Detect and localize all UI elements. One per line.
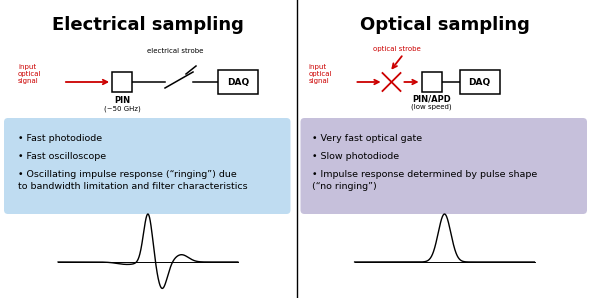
- FancyBboxPatch shape: [112, 72, 132, 92]
- Text: input
optical
signal: input optical signal: [18, 63, 42, 85]
- Text: DAQ: DAQ: [227, 77, 249, 86]
- Text: • Oscillating impulse response (“ringing”) due
to bandwidth limitation and filte: • Oscillating impulse response (“ringing…: [18, 170, 248, 191]
- Text: • Slow photodiode: • Slow photodiode: [313, 152, 400, 161]
- Text: • Fast photodiode: • Fast photodiode: [18, 134, 102, 143]
- Text: PIN: PIN: [114, 96, 130, 105]
- FancyBboxPatch shape: [460, 70, 499, 94]
- Text: (~50 GHz): (~50 GHz): [104, 105, 141, 111]
- Text: input
optical
signal: input optical signal: [308, 63, 332, 85]
- Text: • Impulse response determined by pulse shape
(“no ringing”): • Impulse response determined by pulse s…: [313, 170, 538, 191]
- Text: Optical sampling: Optical sampling: [360, 16, 530, 34]
- Text: optical strobe: optical strobe: [372, 46, 420, 52]
- Text: PIN/APD: PIN/APD: [412, 94, 451, 103]
- Text: Electrical sampling: Electrical sampling: [52, 16, 244, 34]
- Text: • Fast oscilloscope: • Fast oscilloscope: [18, 152, 106, 161]
- Text: DAQ: DAQ: [468, 77, 490, 86]
- FancyBboxPatch shape: [422, 72, 442, 92]
- FancyBboxPatch shape: [218, 70, 258, 94]
- Text: electrical strobe: electrical strobe: [147, 48, 203, 54]
- FancyBboxPatch shape: [4, 118, 291, 214]
- FancyBboxPatch shape: [301, 118, 587, 214]
- Text: • Very fast optical gate: • Very fast optical gate: [313, 134, 423, 143]
- Text: (low speed): (low speed): [411, 103, 452, 109]
